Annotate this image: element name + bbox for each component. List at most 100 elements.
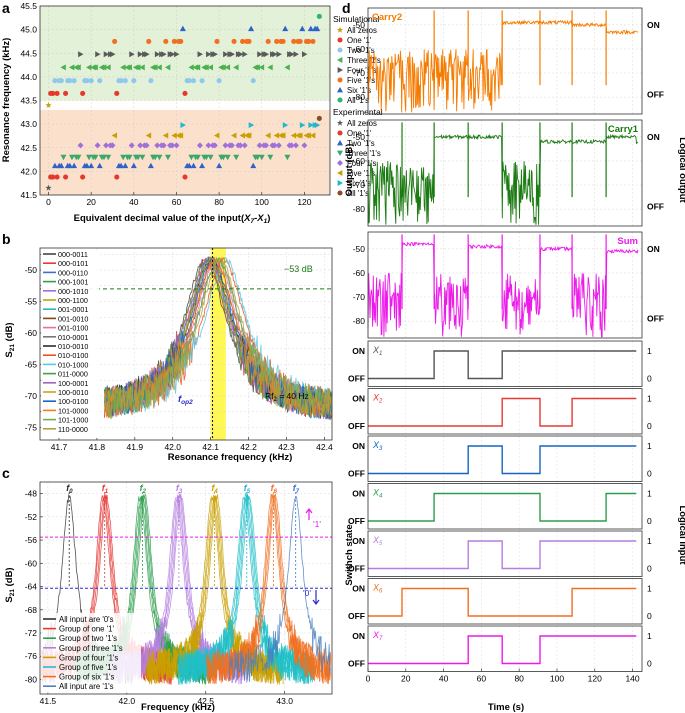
data-point bbox=[100, 64, 107, 71]
y-tick-label: -72 bbox=[25, 628, 38, 638]
output-panel-carry2: -50 -60 -70 -80 Carry2 ON OFF bbox=[353, 7, 664, 115]
panel-letter-d: d bbox=[342, 0, 351, 16]
y-tick-label: 45.5 bbox=[20, 1, 37, 11]
data-point bbox=[128, 142, 135, 149]
legend-label: All input are '0's bbox=[59, 615, 114, 624]
data-point bbox=[137, 142, 144, 149]
y-tick-label: -48 bbox=[25, 489, 38, 499]
data-point bbox=[190, 78, 197, 84]
data-point bbox=[258, 154, 265, 161]
data-point bbox=[216, 162, 223, 169]
data-point bbox=[254, 64, 260, 71]
input-name: X4 bbox=[372, 488, 383, 500]
logic-one-label: 1 bbox=[647, 394, 652, 404]
peak-label: f7 bbox=[293, 483, 300, 495]
legend-label: Two '1's bbox=[347, 46, 375, 55]
on-label: ON bbox=[352, 584, 365, 594]
input-frame bbox=[367, 483, 643, 530]
data-point bbox=[265, 38, 271, 44]
data-point bbox=[77, 142, 84, 149]
data-point bbox=[314, 25, 321, 32]
data-point bbox=[80, 174, 86, 180]
data-point bbox=[188, 64, 194, 71]
data-point bbox=[203, 154, 210, 161]
data-point bbox=[194, 154, 201, 161]
data-point bbox=[135, 154, 142, 161]
legend-label: All zeros bbox=[347, 119, 377, 128]
input-trace bbox=[368, 397, 637, 427]
fop-label: fop2 bbox=[178, 394, 193, 406]
data-point bbox=[92, 154, 99, 161]
legend-marker bbox=[337, 170, 343, 176]
data-point bbox=[299, 122, 306, 129]
x-tick-label: 42.4 bbox=[316, 442, 333, 452]
data-point bbox=[148, 78, 154, 84]
panel-a-chart: 41.5 42.0 42.5 43.0 43.5 44.0 44.5 45.0 45.5 0 20 4… bbox=[1, 1, 383, 225]
data-point bbox=[206, 51, 212, 58]
output-frame bbox=[367, 119, 643, 227]
data-point bbox=[171, 132, 177, 139]
logical-output-axis-label: Logical output bbox=[677, 137, 685, 203]
data-point bbox=[177, 132, 184, 139]
input-trace bbox=[368, 635, 637, 665]
peak-label: f1 bbox=[102, 483, 109, 495]
data-point bbox=[152, 64, 158, 71]
output-axis-label: Output (dB) bbox=[344, 144, 355, 197]
legend-label: Four '1's bbox=[347, 159, 377, 168]
data-point bbox=[233, 64, 239, 71]
data-point bbox=[68, 64, 75, 71]
data-point bbox=[314, 122, 321, 129]
data-point bbox=[105, 154, 112, 161]
data-point bbox=[280, 38, 286, 44]
off-label: OFF bbox=[647, 90, 664, 100]
legend-label: All '1's bbox=[347, 96, 369, 105]
data-point bbox=[308, 122, 314, 129]
data-point bbox=[228, 142, 235, 149]
logic-one-label: 1 bbox=[647, 536, 652, 546]
y-tick-label: -50 bbox=[353, 20, 366, 30]
series-line bbox=[229, 496, 331, 682]
legend-label: 100-0100 bbox=[58, 397, 88, 406]
zero-arrow-icon bbox=[312, 590, 320, 605]
legend-label: 010-1000 bbox=[58, 360, 88, 369]
y-tick-label: -70 bbox=[353, 180, 366, 190]
off-label: OFF bbox=[348, 374, 365, 384]
y-tick-label: 44.0 bbox=[20, 72, 37, 82]
data-point bbox=[66, 162, 73, 169]
experimental-region bbox=[40, 109, 330, 195]
data-point bbox=[173, 142, 180, 149]
data-point bbox=[80, 90, 86, 96]
data-point bbox=[275, 142, 282, 149]
panel-c-legend-box bbox=[41, 613, 141, 693]
on-label: ON bbox=[352, 346, 365, 356]
series-line bbox=[208, 492, 331, 684]
switch-state-axis-label: Swithch state bbox=[344, 524, 355, 585]
input-name: X6 bbox=[372, 583, 383, 595]
data-point bbox=[240, 38, 246, 44]
data-point bbox=[267, 64, 273, 71]
series-line bbox=[104, 256, 333, 420]
data-point bbox=[288, 142, 295, 149]
legend-label: 101-1000 bbox=[58, 416, 88, 425]
data-point bbox=[120, 64, 126, 71]
data-point bbox=[248, 122, 255, 129]
data-point bbox=[272, 51, 278, 58]
legend-marker bbox=[337, 77, 343, 83]
data-point bbox=[284, 154, 291, 161]
peak-label: f4 bbox=[211, 483, 218, 495]
on-label: ON bbox=[352, 536, 365, 546]
on-label: ON bbox=[352, 631, 365, 641]
output-panel-sum: -50 -60 -70 -80 Sum ON OFF bbox=[353, 231, 664, 339]
data-point bbox=[180, 122, 186, 129]
x-tick-label: 43.0 bbox=[276, 696, 293, 706]
data-point bbox=[75, 64, 81, 71]
panel-a-y-label: Resonance frequency (kHz) bbox=[1, 38, 12, 163]
data-point bbox=[97, 78, 103, 84]
y-tick-label: 41.5 bbox=[20, 190, 37, 200]
series-line bbox=[207, 494, 331, 685]
logic-zero-label: 0 bbox=[647, 374, 652, 384]
data-point bbox=[290, 132, 297, 139]
y-tick-label: -60 bbox=[25, 558, 38, 568]
input-panel-x6: ON OFF 1 0 X6 bbox=[348, 578, 652, 625]
